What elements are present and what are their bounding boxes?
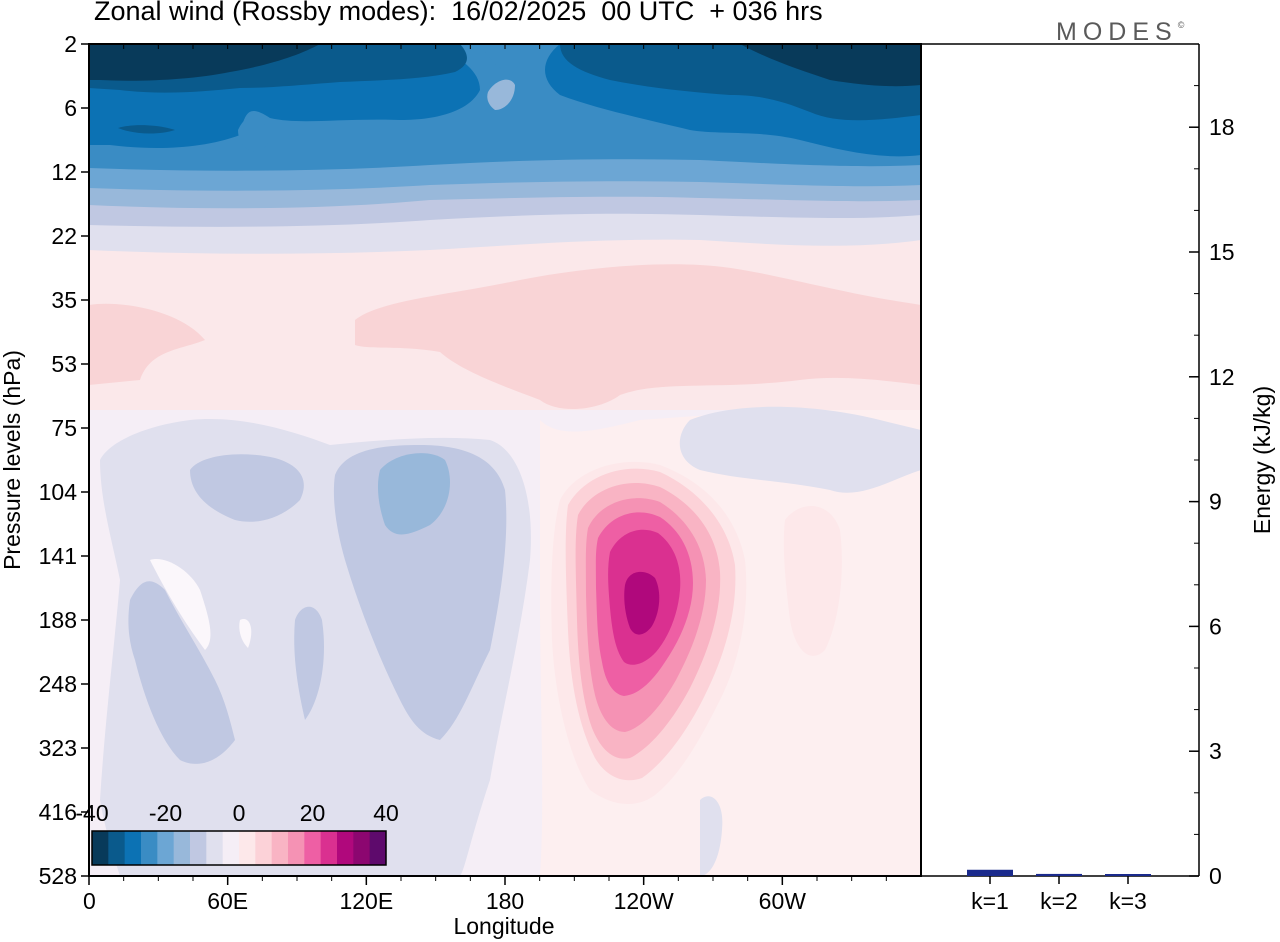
colorbar-swatch — [92, 831, 109, 865]
y-axis-label: Pressure levels (hPa) — [0, 350, 25, 570]
colorbar-label: -40 — [75, 800, 108, 826]
colorbar-swatch — [206, 831, 224, 865]
zonal-wind-field — [89, 44, 921, 876]
energy-tick-label: 0 — [1209, 863, 1222, 889]
easterly-cell-120E — [333, 445, 507, 740]
energy-tick-label: 9 — [1209, 489, 1222, 515]
energy-cat-label: k=3 — [1109, 888, 1147, 914]
colorbar-swatch — [173, 831, 191, 865]
colorbar-swatch — [320, 831, 338, 865]
y-tick-label: 323 — [39, 735, 77, 761]
y-tick-label: 248 — [39, 671, 77, 697]
y-tick-label: 416 — [39, 799, 77, 825]
x-tick-label: 0 — [83, 888, 96, 914]
y-tick-label: 141 — [39, 543, 77, 569]
energy-axis-ticks: 0 3 6 9 12 15 18 — [1189, 43, 1235, 889]
y-tick-label: 188 — [39, 607, 77, 633]
y-tick-label: 104 — [39, 479, 78, 505]
westerly-band-strat-inner — [89, 303, 205, 385]
x-tick-label: 60E — [207, 888, 248, 914]
modes-logo: MODES© — [1056, 18, 1185, 46]
x-tick-label: 60W — [759, 888, 807, 914]
easterly-cell-60E — [190, 454, 304, 522]
colorbar-swatch — [271, 831, 289, 865]
colorbar-swatch — [304, 831, 322, 865]
energy-axis-label: Energy (kJ/kg) — [1249, 386, 1275, 534]
energy-tick-label: 6 — [1209, 613, 1222, 639]
colorbar-swatch — [222, 831, 240, 865]
x-tick-label: 120W — [614, 888, 674, 914]
colorbar-label: -20 — [149, 800, 182, 826]
y-tick-label: 53 — [51, 351, 77, 377]
colorbar-swatch — [141, 831, 158, 865]
energy-categories: k=1 k=2 k=3 — [971, 876, 1147, 914]
y-tick-label: 35 — [51, 287, 77, 313]
colorbar-swatch — [190, 831, 207, 865]
y-axis-ticks: 2 6 12 22 35 53 75 104 141 188 248 323 416 528 — [39, 31, 89, 889]
colorbar-labels: -40 -20 0 20 40 — [75, 800, 398, 826]
y-tick-label: 12 — [51, 159, 77, 185]
colorbar-swatch — [255, 831, 273, 865]
colorbar — [91, 830, 387, 866]
colorbar-swatch — [108, 831, 126, 865]
x-tick-label: 180 — [486, 888, 524, 914]
y-tick-label: 75 — [51, 415, 77, 441]
colorbar-swatch — [369, 831, 387, 865]
y-tick-label: 6 — [64, 95, 77, 121]
easterly-core-120E — [377, 453, 450, 535]
energy-tick-label: 12 — [1209, 364, 1235, 390]
colorbar-label: 40 — [373, 800, 399, 826]
colorbar-swatch — [124, 831, 142, 865]
energy-bars — [967, 869, 1151, 876]
colorbar-swatch — [337, 831, 354, 865]
colorbar-swatch — [353, 831, 371, 865]
y-tick-label: 2 — [64, 31, 77, 57]
y-tick-label: 528 — [39, 863, 77, 889]
easterly-region-right-top — [679, 406, 921, 493]
energy-bar — [967, 869, 1013, 876]
colorbar-swatch — [157, 831, 175, 865]
x-tick-label: 120E — [339, 888, 393, 914]
energy-cat-label: k=1 — [971, 888, 1009, 914]
colorbar-label: 20 — [300, 800, 326, 826]
colorbar-frame — [91, 830, 387, 866]
colorbar-swatch — [288, 831, 305, 865]
chart-title: Zonal wind (Rossby modes): 16/02/2025 00… — [94, 0, 823, 26]
energy-bar — [1105, 874, 1151, 876]
energy-cat-label: k=2 — [1040, 888, 1078, 914]
colorbar-swatch — [239, 831, 256, 865]
energy-tick-label: 18 — [1209, 114, 1235, 140]
x-axis-ticks: 0 60E 120E 180 120W 60W — [83, 44, 887, 914]
energy-bar — [1036, 873, 1082, 876]
x-axis-label: Longitude — [453, 913, 554, 939]
y-tick-label: 22 — [51, 223, 77, 249]
colorbar-label: 0 — [233, 800, 246, 826]
energy-tick-label: 15 — [1209, 239, 1235, 265]
energy-tick-label: 3 — [1209, 738, 1222, 764]
